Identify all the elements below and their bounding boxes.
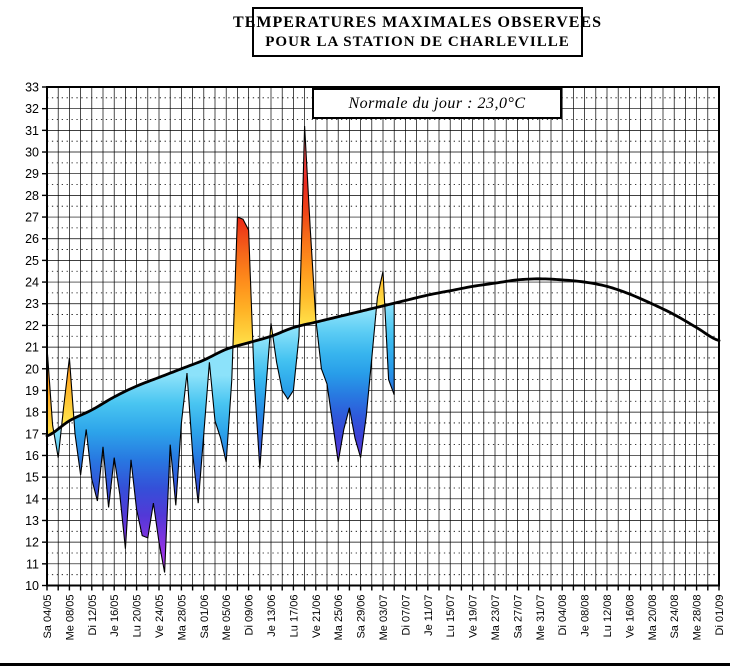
y-tick-label: 20: [25, 362, 39, 376]
y-tick-label: 29: [25, 167, 39, 181]
x-tick-label: Je 08/08: [580, 595, 592, 637]
y-tick-label: 23: [25, 297, 39, 311]
chart-title-line2: POUR LA STATION DE CHARLEVILLE: [265, 33, 570, 50]
below-normal-area: [252, 335, 271, 469]
y-tick-label: 26: [25, 232, 39, 246]
y-tick-label: 31: [25, 124, 39, 138]
normal-of-day-annotation-box: Normale du jour : 23,0°C: [312, 88, 562, 119]
below-normal-area: [272, 325, 300, 401]
x-tick-label: Ma 23/07: [490, 595, 502, 641]
y-tick-label: 18: [25, 406, 39, 420]
x-tick-label: Ma 25/06: [333, 595, 345, 641]
x-tick-label: Me 28/08: [692, 595, 704, 641]
y-tick-label: 21: [25, 341, 39, 355]
y-tick-label: 16: [25, 449, 39, 463]
x-tick-label: Ve 21/06: [311, 595, 323, 638]
above-normal-area: [60, 357, 75, 428]
below-normal-area: [315, 306, 378, 463]
deviation-fills: [46, 125, 395, 573]
x-tick-label: Di 09/06: [244, 595, 256, 636]
y-tick-label: 33: [25, 81, 39, 95]
x-tick-label: Ma 20/08: [647, 595, 659, 641]
above-normal-area: [375, 271, 386, 309]
x-tick-label: Lu 17/06: [288, 595, 300, 638]
x-tick-label: Sa 24/08: [669, 595, 681, 639]
x-tick-label: Sa 29/06: [356, 595, 368, 639]
x-tick-label: Di 12/05: [87, 595, 99, 636]
x-tick-label: Ve 16/08: [624, 595, 636, 638]
chart-title-box: TEMPERATURES MAXIMALES OBSERVEES POUR LA…: [233, 7, 601, 57]
x-tick-label: Di 07/07: [400, 595, 412, 636]
x-tick-label: Ve 24/05: [154, 595, 166, 638]
y-tick-label: 13: [25, 514, 39, 528]
y-tick-label: 22: [25, 319, 39, 333]
x-tick-label: Lu 12/08: [602, 595, 614, 638]
y-tick-label: 24: [25, 276, 39, 290]
above-normal-area: [298, 125, 317, 327]
y-tick-label: 25: [25, 254, 39, 268]
x-tick-label: Di 04/08: [557, 595, 569, 636]
y-tick-label: 14: [25, 492, 39, 506]
y-tick-label: 30: [25, 146, 39, 160]
y-tick-label: 11: [26, 557, 39, 571]
y-tick-label: 17: [25, 427, 39, 441]
x-tick-label: Me 03/07: [378, 595, 390, 641]
normal-of-day-text: Normale du jour : 23,0°C: [348, 94, 526, 112]
y-tick-label: 27: [25, 211, 39, 225]
y-tick-label: 19: [25, 384, 39, 398]
normal-curve: [45, 277, 721, 438]
x-tick-label: Sa 04/05: [42, 595, 54, 639]
x-tick-label: Lu 20/05: [132, 595, 144, 638]
x-tick-label: Di 01/09: [714, 595, 726, 636]
chart-title-line1: TEMPERATURES MAXIMALES OBSERVEES: [233, 13, 602, 31]
x-tick-label: Je 13/06: [266, 595, 278, 637]
x-tick-label: Sa 27/07: [512, 595, 524, 639]
x-tick-label: Lu 15/07: [445, 595, 457, 638]
x-tick-label: Je 16/05: [109, 595, 121, 637]
above-normal-area: [46, 347, 55, 437]
above-normal-area: [232, 216, 254, 348]
y-tick-label: 32: [25, 102, 39, 116]
below-normal-area: [384, 302, 395, 395]
y-tick-label: 15: [25, 471, 39, 485]
x-tick-label: Ma 28/05: [176, 595, 188, 641]
x-tick-label: Me 31/07: [535, 595, 547, 641]
x-tick-label: Me 08/05: [64, 595, 76, 641]
y-tick-label: 10: [25, 579, 39, 593]
x-tick-label: Sa 01/06: [199, 595, 211, 639]
bottom-border-rule: [0, 663, 730, 666]
axes-labels: 10 11 12 13 14 15 16 17 18 19 20 21 22 23 24 25 26 27 28 29…: [25, 81, 726, 641]
x-tick-label: Me 05/06: [221, 595, 233, 641]
x-tick-label: Ve 19/07: [468, 595, 480, 638]
x-tick-label: Je 11/07: [423, 595, 435, 636]
y-tick-label: 28: [25, 189, 39, 203]
y-tick-label: 12: [25, 536, 39, 550]
